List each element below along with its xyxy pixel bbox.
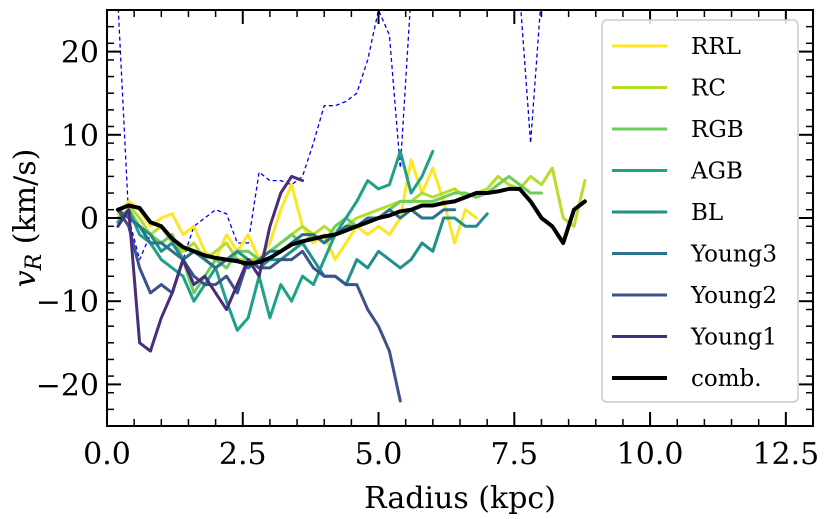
- y-tick-label: 20: [61, 36, 99, 71]
- series-line-rrl: [116, 158, 478, 262]
- series-line-agb: [116, 149, 435, 332]
- legend-label-rc: RC: [691, 76, 726, 102]
- y-tick-label: 10: [61, 119, 99, 154]
- x-tick-label: 12.5: [752, 437, 819, 472]
- series-layer: [115, 10, 587, 403]
- y-tick-label: 0: [80, 202, 99, 237]
- legend-label-young3: Young3: [690, 242, 777, 268]
- x-tick-label: 2.5: [219, 437, 267, 472]
- series-line-unlabeled-dashed: [117, 10, 541, 261]
- series-line-young2: [116, 208, 402, 403]
- x-axis-label: Radius (kpc): [364, 481, 556, 516]
- series-line-young1: [116, 174, 304, 353]
- legend-label-comb: comb.: [691, 366, 762, 392]
- legend-label-young1: Young1: [690, 325, 777, 351]
- legend-label-rrl: RRL: [691, 34, 741, 60]
- y-tick-label: −10: [36, 285, 99, 320]
- legend-label-agb: AGB: [690, 159, 743, 185]
- legend: RRL RC RGB AGB BL Young3 Young2 Young1 comb.: [601, 19, 799, 403]
- x-tick-label: 0.0: [83, 437, 131, 472]
- x-tick-label: 5.0: [355, 437, 403, 472]
- legend-label-bl: BL: [691, 200, 723, 226]
- y-axis-label: vR (km/s): [8, 149, 47, 288]
- tick-label-layer: 0.0 2.5 5.0 7.5 10.0 12.5 −20 −10 0 10 20: [36, 36, 820, 472]
- x-tick-label: 10.0: [617, 437, 684, 472]
- x-tick-label: 7.5: [490, 437, 538, 472]
- plot-frame: [106, 9, 814, 427]
- legend-label-young2: Young2: [690, 283, 777, 309]
- legend-box: [601, 19, 799, 403]
- legend-label-rgb: RGB: [691, 117, 744, 143]
- series-line-comb: [115, 186, 587, 266]
- y-tick-label: −20: [36, 368, 99, 403]
